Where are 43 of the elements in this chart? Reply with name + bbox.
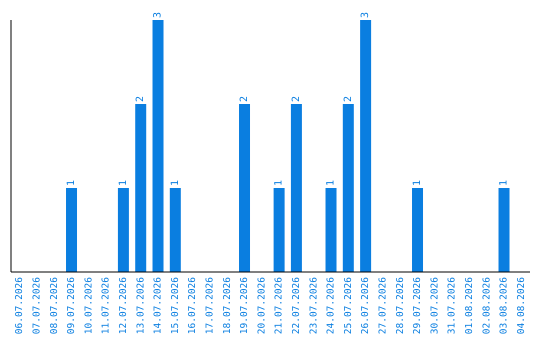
data-label: 1 bbox=[170, 180, 181, 186]
x-tick-label: 27.07.2026 bbox=[377, 276, 388, 334]
data-label: 2 bbox=[342, 96, 354, 102]
x-tick-label: 01.08.2026 bbox=[464, 276, 475, 334]
x-tick-label: 10.07.2026 bbox=[83, 276, 94, 334]
x-tick-label: 22.07.2026 bbox=[290, 276, 302, 334]
data-label: 2 bbox=[135, 96, 146, 102]
x-tick-label: 15.07.2026 bbox=[170, 276, 181, 334]
x-tick-label: 31.07.2026 bbox=[446, 276, 458, 334]
x-tick-label: 11.07.2026 bbox=[100, 276, 112, 334]
x-tick-label: 03.08.2026 bbox=[498, 276, 510, 334]
x-tick-label: 14.07.2026 bbox=[152, 276, 164, 334]
data-label: 1 bbox=[274, 180, 285, 186]
data-label: 1 bbox=[412, 180, 424, 186]
x-tick-label: 19.07.2026 bbox=[239, 276, 250, 334]
x-tick-label: 21.07.2026 bbox=[274, 276, 285, 334]
x-tick-label: 25.07.2026 bbox=[342, 276, 354, 334]
x-tick-label: 29.07.2026 bbox=[412, 276, 424, 334]
x-tick-label: 02.08.2026 bbox=[481, 276, 492, 334]
x-tick-label: 30.07.2026 bbox=[429, 276, 440, 334]
x-tick-label: 26.07.2026 bbox=[360, 276, 372, 334]
data-label: 3 bbox=[152, 12, 164, 18]
data-label: 1 bbox=[326, 180, 337, 186]
data-label: 1 bbox=[118, 180, 129, 186]
x-tick-label: 04.08.2026 bbox=[516, 276, 527, 334]
x-tick-label: 12.07.2026 bbox=[118, 276, 129, 334]
data-label: 2 bbox=[290, 96, 302, 102]
x-tick-label: 06.07.2026 bbox=[14, 276, 26, 334]
x-tick-label: 23.07.2026 bbox=[308, 276, 320, 334]
data-label: 3 bbox=[360, 12, 372, 18]
data-label: 2 bbox=[239, 96, 250, 102]
x-tick-label: 08.07.2026 bbox=[48, 276, 60, 334]
x-tick-label: 13.07.2026 bbox=[135, 276, 146, 334]
data-label: 1 bbox=[66, 180, 78, 186]
x-tick-label: 24.07.2026 bbox=[326, 276, 337, 334]
x-tick-label: 16.07.2026 bbox=[187, 276, 198, 334]
data-label: 1 bbox=[498, 180, 510, 186]
x-tick-label: 07.07.2026 bbox=[31, 276, 42, 334]
x-tick-label: 09.07.2026 bbox=[66, 276, 78, 334]
x-tick-label: 28.07.2026 bbox=[394, 276, 406, 334]
x-tick-label: 18.07.2026 bbox=[222, 276, 233, 334]
x-tick-label: 20.07.2026 bbox=[256, 276, 268, 334]
x-tick-label: 17.07.2026 bbox=[204, 276, 216, 334]
